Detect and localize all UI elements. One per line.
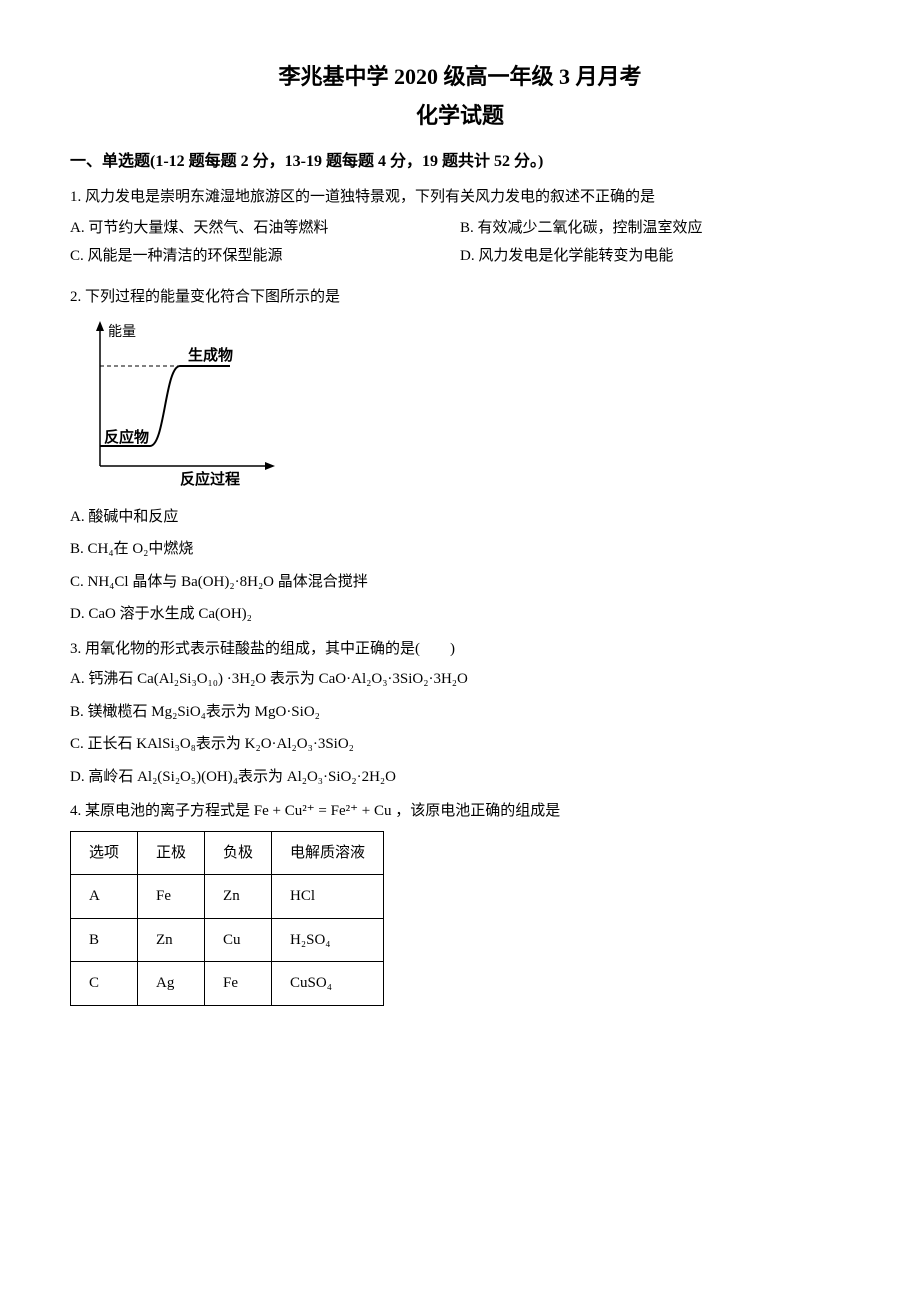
q3-opt-a: A. 钙沸石 Ca(Al₂Si₃O₁₀) ·3H₂O 表示为 CaO·Al₂O₃… [70,668,850,691]
q1-opt-d: D. 风力发电是化学能转变为电能 [460,245,850,268]
question-2: 2. 下列过程的能量变化符合下图所示的是 能量 生成物 反应物 反应过程 A. … [70,286,850,626]
cell: Zn [138,918,205,962]
q1-opt-a: A. 可节约大量煤、天然气、石油等燃料 [70,217,460,240]
q3-opt-d: D. 高岭石 Al₂(Si₂O₅)(OH)₄表示为 Al₂O₃·SiO₂·2H₂… [70,766,850,789]
q4-stem: 4. 某原电池的离子方程式是 Fe + Cu²⁺ = Fe²⁺ + Cu ，该原… [70,800,850,823]
q3-options: A. 钙沸石 Ca(Al₂Si₃O₁₀) ·3H₂O 表示为 CaO·Al₂O₃… [70,668,850,788]
cell: Cu [205,918,272,962]
q3-stem: 3. 用氧化物的形式表示硅酸盐的组成，其中正确的是( ) [70,638,850,661]
diagram-low-label: 反应物 [104,428,149,446]
diagram-y-label: 能量 [108,324,136,340]
q1-opt-b: B. 有效减少二氧化碳，控制温室效应 [460,217,850,240]
table-row: B Zn Cu H₂SO₄ [71,918,384,962]
th-option: 选项 [71,831,138,875]
table-row: A Fe Zn HCl [71,875,384,919]
q4-equation: Fe + Cu²⁺ = Fe²⁺ + Cu [254,803,392,819]
table-row: C Ag Fe CuSO₄ [71,962,384,1006]
q2-opt-b: B. CH₄在 O₂中燃烧 [70,538,850,561]
th-electrolyte: 电解质溶液 [272,831,384,875]
q3-opt-c: C. 正长石 KAlSi₃O₈表示为 K₂O·Al₂O₃·3SiO₂ [70,733,850,756]
cell: Fe [205,962,272,1006]
page-title-sub: 化学试题 [70,99,850,132]
section-header: 一、单选题(1-12 题每题 2 分，13-19 题每题 4 分，19 题共计 … [70,150,850,174]
q3-opt-b: B. 镁橄榄石 Mg₂SiO₄表示为 MgO·SiO₂ [70,701,850,724]
th-positive: 正极 [138,831,205,875]
q1-options: A. 可节约大量煤、天然气、石油等燃料 B. 有效减少二氧化碳，控制温室效应 C… [70,217,850,274]
cell: A [71,875,138,919]
q4-table: 选项 正极 负极 电解质溶液 A Fe Zn HCl B Zn Cu H₂SO₄… [70,831,384,1006]
q2-opt-d: D. CaO 溶于水生成 Ca(OH)₂ [70,603,850,626]
cell: B [71,918,138,962]
cell: Ag [138,962,205,1006]
cell: H₂SO₄ [272,918,384,962]
th-negative: 负极 [205,831,272,875]
question-3: 3. 用氧化物的形式表示硅酸盐的组成，其中正确的是( ) A. 钙沸石 Ca(A… [70,638,850,789]
cell: Zn [205,875,272,919]
q2-opt-c: C. NH₄Cl 晶体与 Ba(OH)₂·8H₂O 晶体混合搅拌 [70,571,850,594]
q4-stem-suffix: ，该原电池正确的组成是 [391,803,560,819]
table-header-row: 选项 正极 负极 电解质溶液 [71,831,384,875]
q1-opt-c: C. 风能是一种清洁的环保型能源 [70,245,460,268]
cell: C [71,962,138,1006]
question-4: 4. 某原电池的离子方程式是 Fe + Cu²⁺ = Fe²⁺ + Cu ，该原… [70,800,850,1006]
cell: Fe [138,875,205,919]
q2-energy-diagram: 能量 生成物 反应物 反应过程 [70,316,850,494]
diagram-high-label: 生成物 [188,346,233,364]
question-1: 1. 风力发电是崇明东滩湿地旅游区的一道独特景观，下列有关风力发电的叙述不正确的… [70,186,850,274]
diagram-x-label: 反应过程 [180,470,240,486]
q2-opt-a: A. 酸碱中和反应 [70,506,850,529]
q1-stem: 1. 风力发电是崇明东滩湿地旅游区的一道独特景观，下列有关风力发电的叙述不正确的… [70,186,850,209]
cell: CuSO₄ [272,962,384,1006]
cell: HCl [272,875,384,919]
q2-stem: 2. 下列过程的能量变化符合下图所示的是 [70,286,850,309]
q2-options: A. 酸碱中和反应 B. CH₄在 O₂中燃烧 C. NH₄Cl 晶体与 Ba(… [70,506,850,626]
q4-stem-prefix: 4. 某原电池的离子方程式是 [70,803,254,819]
page-title-main: 李兆基中学 2020 级高一年级 3 月月考 [70,60,850,93]
